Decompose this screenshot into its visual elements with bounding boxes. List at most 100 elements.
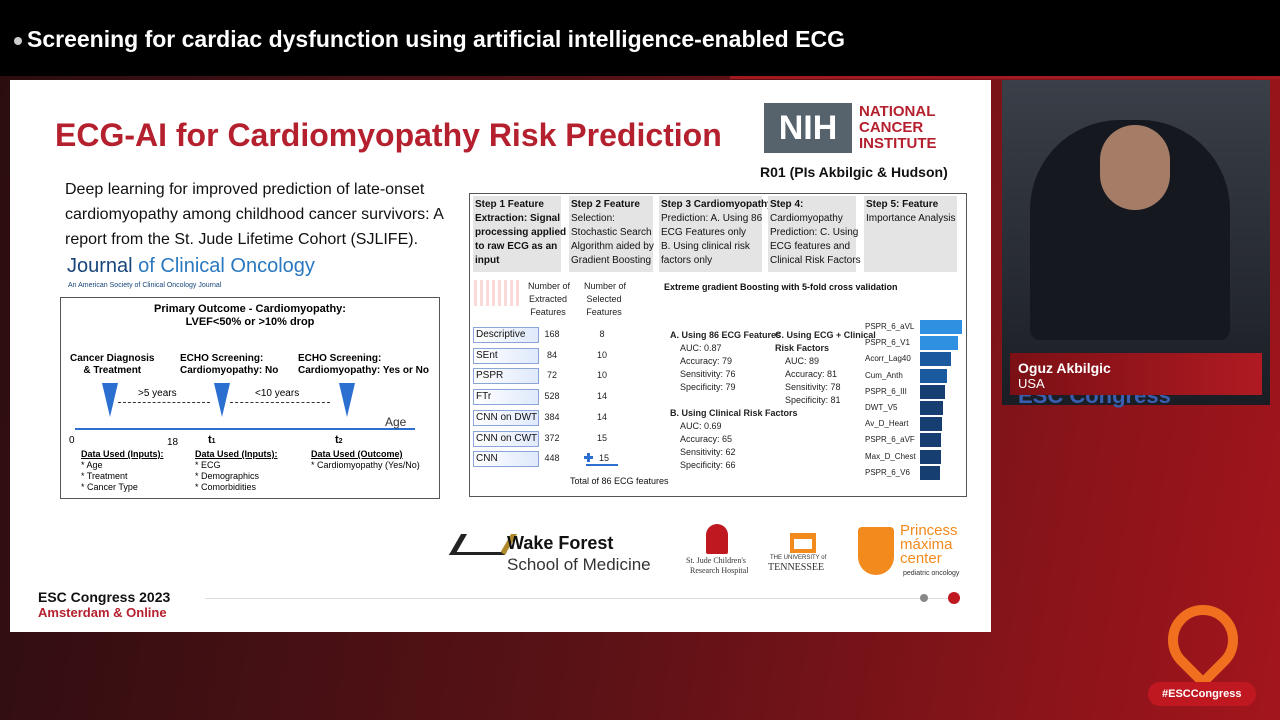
column-header: Number of Selected Features bbox=[584, 280, 627, 319]
pm-name: Princess máxima center bbox=[900, 523, 958, 567]
timeline-title: Primary Outcome - Cardiomyopathy: LVEF<50… bbox=[60, 303, 440, 329]
step-line: Clinical Risk Factors bbox=[770, 255, 861, 266]
step-line: B. Using clinical risk bbox=[661, 241, 750, 252]
nih-name: NATIONAL CANCER INSTITUTE bbox=[859, 104, 937, 152]
result-line: AUC: 89 bbox=[785, 356, 820, 366]
feature-name: PSPR_6_aVF bbox=[865, 435, 915, 445]
pm-line: center bbox=[900, 550, 942, 567]
selected-count: 15 bbox=[598, 453, 609, 464]
step-line: Prediction: A. Using 86 bbox=[661, 213, 763, 224]
pm-sub: pediatric oncology bbox=[903, 570, 960, 577]
speaker-box bbox=[1010, 353, 1262, 395]
nav-dot-active bbox=[948, 592, 960, 604]
journal-a: Journal bbox=[67, 255, 133, 277]
t-letter: t bbox=[208, 434, 212, 446]
gap-label: >5 years bbox=[138, 388, 177, 399]
step-header: Step 1 Feature Extraction: Signal processi… bbox=[473, 196, 566, 272]
column-header-line: Selected bbox=[586, 294, 622, 304]
feature-name: Max_D_Chest bbox=[865, 451, 916, 461]
nih-line: NATIONAL bbox=[859, 103, 936, 120]
result-line: Specificity: 79 bbox=[680, 382, 736, 392]
step-line: input bbox=[475, 255, 500, 266]
footer-event: ESC Congress 2023 bbox=[38, 589, 171, 605]
result-line: Accuracy: 81 bbox=[785, 369, 838, 379]
importance-bar bbox=[920, 401, 943, 415]
feature-name: Cum_Anth bbox=[865, 370, 903, 380]
step-line: Gradient Boosting bbox=[571, 255, 652, 266]
nih-logo: NIH bbox=[764, 103, 852, 153]
heart-logo bbox=[1153, 590, 1253, 690]
event-label: Cancer Diagnosis & Treatment bbox=[70, 353, 154, 377]
timeline-title-line: LVEF<50% or >10% drop bbox=[185, 316, 315, 328]
data-used-item: * Cancer Type bbox=[81, 482, 138, 492]
axis-label: t2 bbox=[335, 434, 343, 446]
importance-bar bbox=[920, 417, 942, 432]
extracted-count: 72 bbox=[546, 370, 557, 381]
step-line: Step 4: bbox=[770, 199, 804, 210]
step-line: Step 5: Feature bbox=[866, 199, 939, 210]
gap-dash bbox=[118, 402, 210, 403]
feature-name: Av_D_Heart bbox=[865, 419, 909, 429]
step-header: Step 3 Cardiomyopathy Prediction: A. Usin… bbox=[659, 196, 773, 272]
selected-count: 10 bbox=[596, 349, 607, 360]
method: Extreme gradient Boosting with 5-fold cr… bbox=[664, 282, 898, 292]
timeline-box bbox=[60, 297, 440, 499]
importance-bar bbox=[920, 352, 951, 367]
feature-group: SEnt bbox=[473, 347, 539, 364]
result-line: AUC: 0.69 bbox=[680, 421, 722, 431]
event-label: ECHO Screening: Cardiomyopathy: No bbox=[180, 353, 278, 377]
top-bar bbox=[0, 0, 1280, 76]
feature-group: FTr bbox=[473, 389, 539, 406]
event-line: ECHO Screening: bbox=[298, 353, 382, 364]
table-box bbox=[469, 193, 967, 497]
result: C. Using ECG + Clinical Risk Factors AUC: … bbox=[775, 329, 876, 407]
feature-name: DWT_V5 bbox=[865, 403, 898, 412]
step-line: Cardiomyopathy bbox=[770, 213, 843, 224]
step-header: Step 2 Feature Selection: Stochastic Searc… bbox=[569, 196, 654, 272]
data-used-title: Data Used (Inputs): bbox=[81, 449, 164, 459]
importance-bar bbox=[920, 449, 941, 464]
event-line: ECHO Screening: bbox=[180, 353, 264, 364]
event-arrow bbox=[102, 383, 118, 417]
result-line: Accuracy: 79 bbox=[680, 356, 733, 366]
step-line: Step 1 Feature bbox=[475, 199, 544, 210]
event-arrow bbox=[214, 383, 230, 417]
column-header-line: Features bbox=[530, 307, 566, 317]
step-line: Step 3 Cardiomyopathy bbox=[661, 199, 773, 210]
column-header: Number of Extracted Features bbox=[528, 280, 570, 319]
footer-place: Amsterdam & Online bbox=[38, 605, 167, 620]
data-used-item: * Comorbidities bbox=[195, 482, 257, 492]
sj-name: St. Jude Children's bbox=[686, 556, 746, 565]
header-title: Screening for cardiac dysfunction using … bbox=[27, 26, 845, 52]
feature-name: Acorr_Lag40 bbox=[865, 354, 911, 364]
step-line: Algorithm aided by bbox=[571, 241, 654, 252]
result-title: B. Using Clinical Risk Factors bbox=[670, 408, 798, 418]
gap-label: <10 years bbox=[255, 388, 300, 399]
column-header-line: Number of bbox=[584, 281, 627, 291]
axis-label: t1 bbox=[208, 434, 216, 446]
gap-dash bbox=[230, 402, 330, 403]
paper-citation: Deep learning for improved prediction of… bbox=[65, 177, 444, 252]
hashtag-box bbox=[1148, 682, 1256, 706]
result: B. Using Clinical Risk Factors AUC: 0.69 A… bbox=[670, 407, 798, 472]
step-line: Step 2 Feature bbox=[571, 199, 640, 210]
step-line: Extraction: Signal bbox=[475, 213, 561, 224]
speaker-country: USA bbox=[1018, 376, 1045, 391]
result-line: Accuracy: 65 bbox=[680, 434, 733, 444]
feature-group: CNN bbox=[473, 451, 539, 468]
step-line: Selection: bbox=[571, 213, 615, 224]
importance-bar bbox=[920, 433, 941, 448]
data-used: Data Used (Inputs): * Age * Treatment * Can… bbox=[81, 449, 164, 493]
data-used-title: Data Used (Inputs): bbox=[195, 449, 278, 459]
data-used-item: * Treatment bbox=[81, 471, 128, 481]
step-line: ECG Features only bbox=[661, 227, 747, 238]
step-line: to raw ECG as an bbox=[475, 241, 558, 252]
step-line: Importance Analysis bbox=[866, 213, 956, 224]
extracted-count: 384 bbox=[544, 411, 560, 422]
nih-line: CANCER bbox=[859, 119, 924, 136]
data-used-item: * Demographics bbox=[195, 471, 260, 481]
total: Total of 86 ECG features bbox=[570, 476, 669, 486]
age-axis bbox=[75, 428, 415, 430]
journal-sub: An American Society of Clinical Oncology… bbox=[68, 282, 222, 289]
